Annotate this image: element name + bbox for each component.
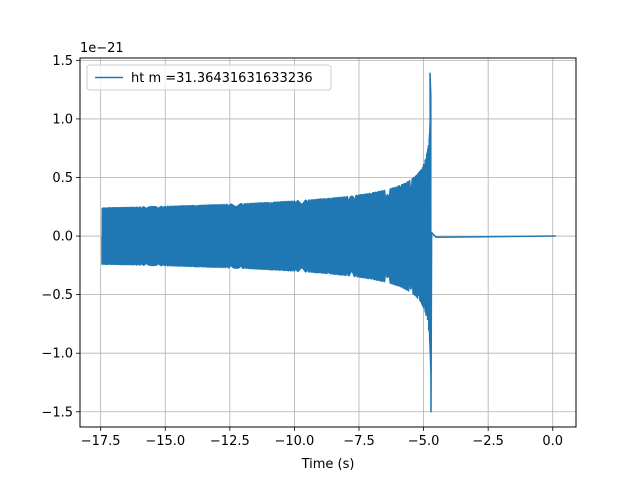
y-tick-label: 1.0 bbox=[52, 112, 73, 127]
x-tick-label: −15.0 bbox=[145, 434, 185, 449]
legend-box bbox=[86, 64, 332, 91]
y-tick-label: 1.5 bbox=[52, 54, 73, 69]
y-tick-label: −1.5 bbox=[41, 405, 73, 420]
x-axis-label: Time (s) bbox=[301, 457, 355, 472]
series-layer bbox=[101, 72, 556, 413]
x-tick-label: −5.0 bbox=[408, 434, 440, 449]
y-offset-label: 1e−21 bbox=[80, 41, 124, 56]
y-tick-label: −0.5 bbox=[41, 288, 73, 303]
x-tick-label: −10.0 bbox=[274, 434, 314, 449]
legend-entry-label: ht m =31.36431631633236 bbox=[131, 71, 313, 86]
legend: ht m =31.36431631633236 bbox=[86, 64, 332, 91]
x-tick-label: −17.5 bbox=[81, 434, 121, 449]
x-tick-label: 0.0 bbox=[542, 434, 563, 449]
y-tick-label: 0.0 bbox=[52, 230, 73, 245]
plot-frame bbox=[79, 57, 577, 428]
y-tick-label: 0.5 bbox=[52, 171, 73, 186]
x-tick-label: −7.5 bbox=[343, 434, 375, 449]
x-axis-ticks: −17.5 −15.0 −12.5 −10.0 −7.5 −5.0 −2.5 0.0 bbox=[81, 427, 563, 449]
y-axis-ticks: −1.5 −1.0 −0.5 0.0 0.5 1.0 1.5 bbox=[41, 54, 80, 420]
x-tick-label: −12.5 bbox=[210, 434, 250, 449]
x-tick-label: −2.5 bbox=[472, 434, 504, 449]
series-line-ht bbox=[101, 72, 556, 413]
y-tick-label: −1.0 bbox=[41, 347, 73, 362]
grid bbox=[80, 58, 576, 427]
